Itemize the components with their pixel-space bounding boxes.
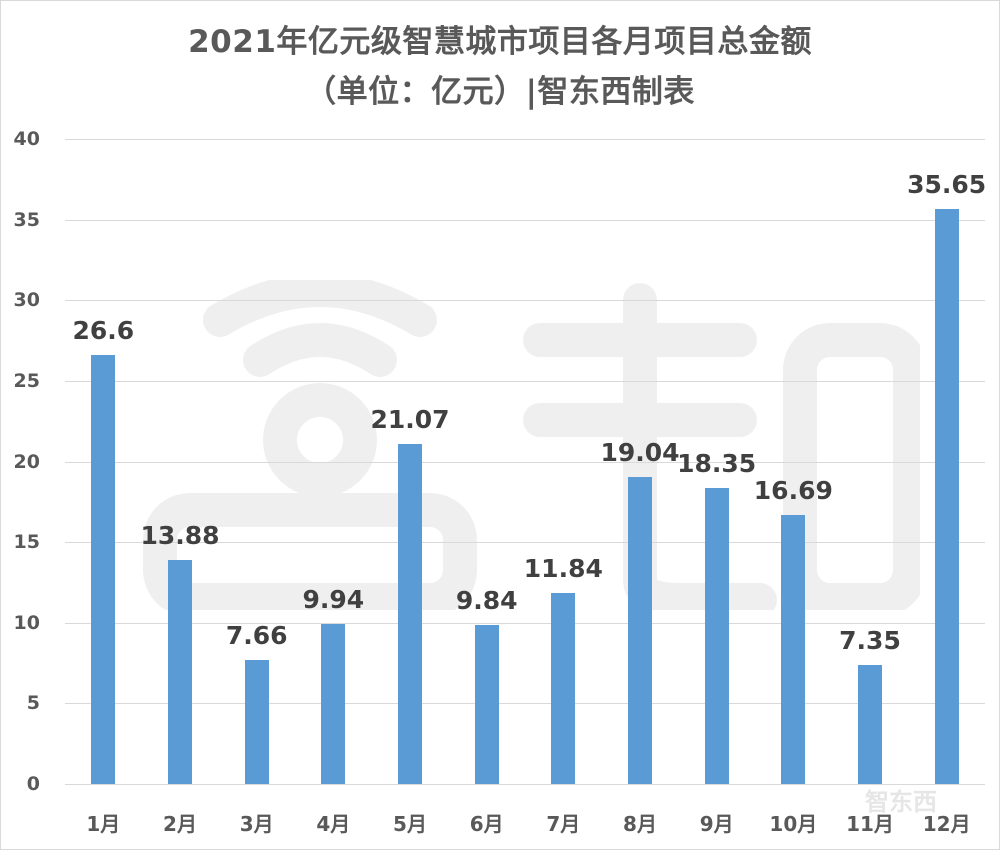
chart-title: 2021年亿元级智慧城市项目各月项目总金额 bbox=[188, 24, 812, 60]
bar bbox=[321, 623, 346, 784]
x-tick-label: 8月 bbox=[623, 812, 657, 836]
bar bbox=[244, 660, 269, 784]
x-tick-label: 6月 bbox=[469, 812, 504, 836]
bar bbox=[934, 209, 959, 784]
watermark-corner: 智东西 bbox=[865, 788, 937, 816]
chart-subtitle: （单位：亿元）|智东西制表 bbox=[305, 74, 695, 110]
gridline bbox=[65, 784, 985, 785]
data-label: 18.35 bbox=[677, 449, 757, 479]
x-tick-label: 9月 bbox=[699, 812, 734, 836]
y-tick-label: 5 bbox=[26, 692, 40, 715]
y-tick-label: 40 bbox=[13, 128, 40, 150]
bar bbox=[858, 665, 882, 784]
gridline bbox=[65, 139, 985, 140]
x-tick-label: 3月 bbox=[239, 812, 274, 836]
x-tick-label: 11月 bbox=[846, 812, 894, 836]
y-tick-label: 35 bbox=[13, 208, 40, 231]
gridline bbox=[65, 300, 985, 302]
gridline bbox=[65, 622, 985, 624]
x-tick-label: 1月 bbox=[86, 812, 121, 836]
x-tick-label: 12月 bbox=[922, 812, 971, 836]
data-label: 21.07 bbox=[370, 405, 450, 435]
bar bbox=[474, 625, 499, 784]
bar bbox=[628, 476, 652, 784]
y-tick-label: 25 bbox=[13, 369, 40, 392]
data-label: 16.69 bbox=[753, 475, 833, 505]
gridline bbox=[65, 703, 985, 705]
y-tick-label: 10 bbox=[13, 611, 40, 634]
y-tick-label: 20 bbox=[13, 450, 40, 473]
x-tick-label: 10月 bbox=[769, 812, 818, 836]
data-label: 11.84 bbox=[523, 554, 603, 584]
data-label: 26.6 bbox=[72, 316, 135, 346]
gridline bbox=[65, 542, 985, 544]
data-label: 9.94 bbox=[302, 584, 365, 614]
plot-area bbox=[65, 139, 985, 785]
data-label: 7.66 bbox=[225, 621, 288, 651]
gridline bbox=[65, 219, 985, 221]
data-label: 19.04 bbox=[600, 437, 680, 467]
bar bbox=[91, 355, 116, 784]
y-tick-label: 30 bbox=[13, 289, 40, 312]
data-label: 7.35 bbox=[839, 626, 901, 656]
bar bbox=[704, 488, 729, 784]
y-tick-label: 0 bbox=[26, 773, 40, 795]
x-tick-label: 5月 bbox=[393, 812, 427, 836]
bar bbox=[551, 593, 576, 784]
bar bbox=[168, 560, 192, 784]
data-label: 9.84 bbox=[455, 586, 518, 616]
gridline bbox=[65, 380, 985, 382]
gridline bbox=[65, 461, 985, 463]
bar bbox=[398, 444, 422, 784]
x-tick-label: 2月 bbox=[163, 812, 197, 836]
data-label: 35.65 bbox=[907, 170, 987, 200]
bar bbox=[781, 514, 806, 784]
y-tick-label: 15 bbox=[13, 531, 40, 554]
x-tick-label: 7月 bbox=[546, 812, 581, 836]
data-label: 13.88 bbox=[140, 521, 220, 551]
x-tick-label: 4月 bbox=[316, 812, 351, 836]
